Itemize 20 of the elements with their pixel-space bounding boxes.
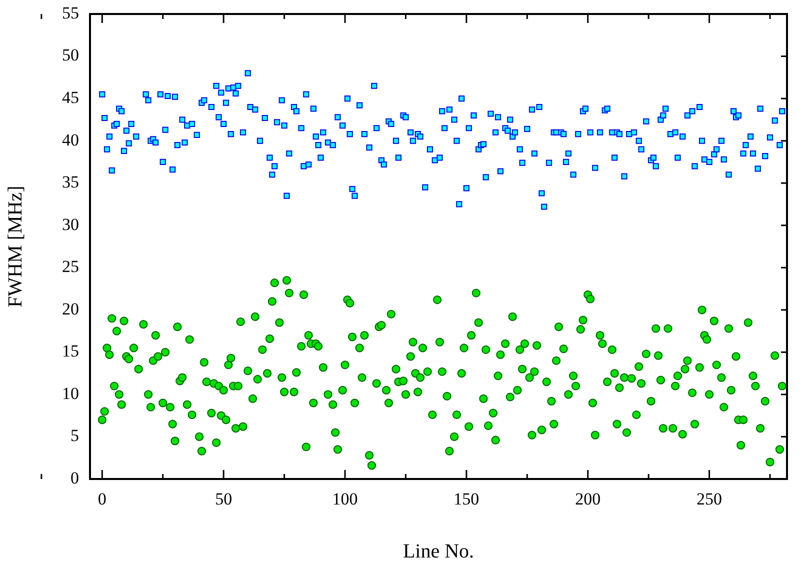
y-tick-label: 25 (62, 257, 79, 276)
x-tick-label: 150 (454, 490, 480, 509)
y-tick-label: 20 (62, 299, 79, 318)
x-tick-label: 250 (696, 490, 722, 509)
x-tick-label: 0 (98, 490, 106, 509)
y-tick-label: 10 (62, 384, 79, 403)
y-tick-label: 45 (62, 88, 79, 108)
y-tick-label: 15 (62, 342, 79, 361)
y-tick-label: 55 (62, 3, 79, 22)
y-tick-label: 30 (62, 214, 79, 234)
x-axis-title: Line No. (402, 540, 474, 562)
y-axis-title: FWHM [MHz] (4, 186, 26, 308)
y-tick-label: 40 (62, 130, 79, 150)
x-tick-label: 100 (332, 490, 358, 509)
y-tick-label: 5 (70, 426, 79, 446)
x-tick-label: 200 (575, 490, 601, 509)
y-tick-label: 0 (70, 468, 79, 488)
y-tick-label: 50 (62, 46, 79, 65)
y-tick-label: 35 (62, 172, 79, 192)
x-tick-label: 50 (215, 490, 232, 509)
